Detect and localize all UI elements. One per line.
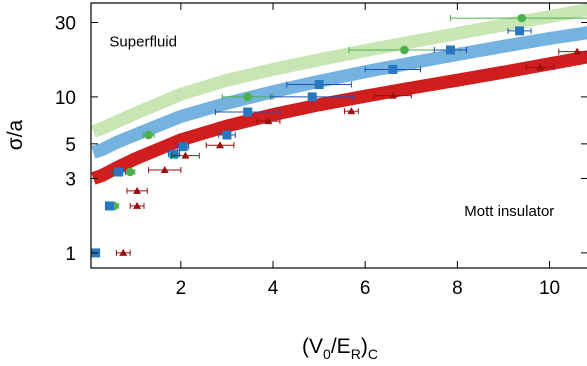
marker-square (222, 130, 232, 140)
x-axis-title-close: ) (361, 335, 368, 358)
x-axis-title-sub1: 0 (323, 346, 331, 362)
y-tick-label: 1 (65, 244, 76, 265)
x-axis-title: (V0/ER)C (302, 335, 378, 362)
marker-triangle (119, 248, 128, 256)
data-point-s2-2 (104, 201, 114, 211)
data-point-s2-4 (167, 149, 180, 159)
marker-circle (243, 92, 252, 102)
marker-square (178, 142, 188, 152)
model-band-3 (91, 50, 587, 185)
data-point-s3-7 (256, 117, 281, 125)
data-point-s1-7 (449, 13, 587, 23)
marker-circle (517, 13, 527, 23)
marker-triangle (216, 141, 225, 149)
plot-frame (90, 2, 587, 269)
data-point-s2-12 (507, 26, 532, 36)
data-point-s2-11 (433, 45, 468, 55)
x-tick-label: 2 (176, 278, 187, 299)
marker-triangle (573, 47, 582, 55)
y-tick-label: 30 (55, 13, 76, 34)
x-axis-title-sub3: C (368, 346, 378, 362)
x-axis-title-slash: /E (331, 335, 351, 358)
y-axis-title: σ/a (4, 119, 27, 150)
data-point-s2-8 (270, 92, 355, 102)
data-point-s2-7 (214, 107, 281, 117)
data-point-s1-5 (221, 92, 274, 102)
marker-square (515, 26, 525, 36)
marker-circle (125, 167, 135, 177)
data-point-s1-4 (142, 130, 155, 140)
marker-square (314, 80, 324, 90)
x-tick-label: 4 (268, 278, 279, 299)
marker-circle (400, 45, 409, 55)
model-band-1 (91, 3, 587, 138)
marker-square (243, 107, 253, 117)
marker-triangle (388, 91, 397, 99)
data-point-s3-5 (171, 151, 200, 159)
data-point-s3-4 (148, 165, 182, 173)
data-point-s3-6 (205, 141, 235, 149)
mott-insulator-label: Mott insulator (464, 203, 554, 220)
y-tick-label: 10 (55, 88, 76, 109)
marker-triangle (536, 63, 545, 71)
marker-triangle (133, 201, 142, 209)
marker-triangle (264, 117, 273, 125)
marker-triangle (160, 165, 169, 173)
model-band-2 (91, 26, 587, 159)
axis-ticks: 2 4 6 8 10 1 3 5 10 30 (55, 3, 587, 299)
data-point-s3-2 (129, 201, 145, 209)
x-axis-title-open: (V (302, 335, 323, 358)
x-tick-label: 6 (360, 278, 371, 299)
data-point-s2-9 (286, 80, 352, 90)
y-tick-label: 3 (65, 169, 76, 190)
superfluid-label: Superfluid (109, 34, 177, 51)
data-point-s2-5 (177, 142, 190, 152)
x-axis-title-sub2: R (351, 346, 361, 362)
data-point-s3-8 (343, 107, 359, 115)
marker-square (114, 167, 124, 177)
model-bands (91, 3, 587, 185)
marker-triangle (133, 186, 142, 194)
data-point-s3-11 (558, 47, 587, 55)
data-point-s3-9 (373, 91, 412, 99)
marker-triangle (347, 107, 356, 115)
data-point-s3-10 (525, 63, 555, 71)
data-point-s2-3 (111, 167, 127, 177)
x-tick-label: 10 (539, 278, 560, 299)
data-point-s3-1 (115, 248, 131, 256)
marker-square (169, 149, 179, 159)
marker-square (104, 201, 114, 211)
data-point-s2-6 (218, 130, 236, 140)
marker-triangle (181, 151, 190, 159)
marker-square (445, 45, 455, 55)
data-point-s3-3 (126, 186, 148, 194)
marker-square (388, 64, 398, 74)
x-tick-label: 8 (452, 278, 463, 299)
data-point-s2-10 (364, 64, 421, 74)
y-tick-label: 5 (65, 135, 76, 156)
marker-square (307, 92, 317, 102)
annotations: Superfluid Mott insulator (109, 34, 554, 220)
marker-circle (144, 130, 153, 140)
